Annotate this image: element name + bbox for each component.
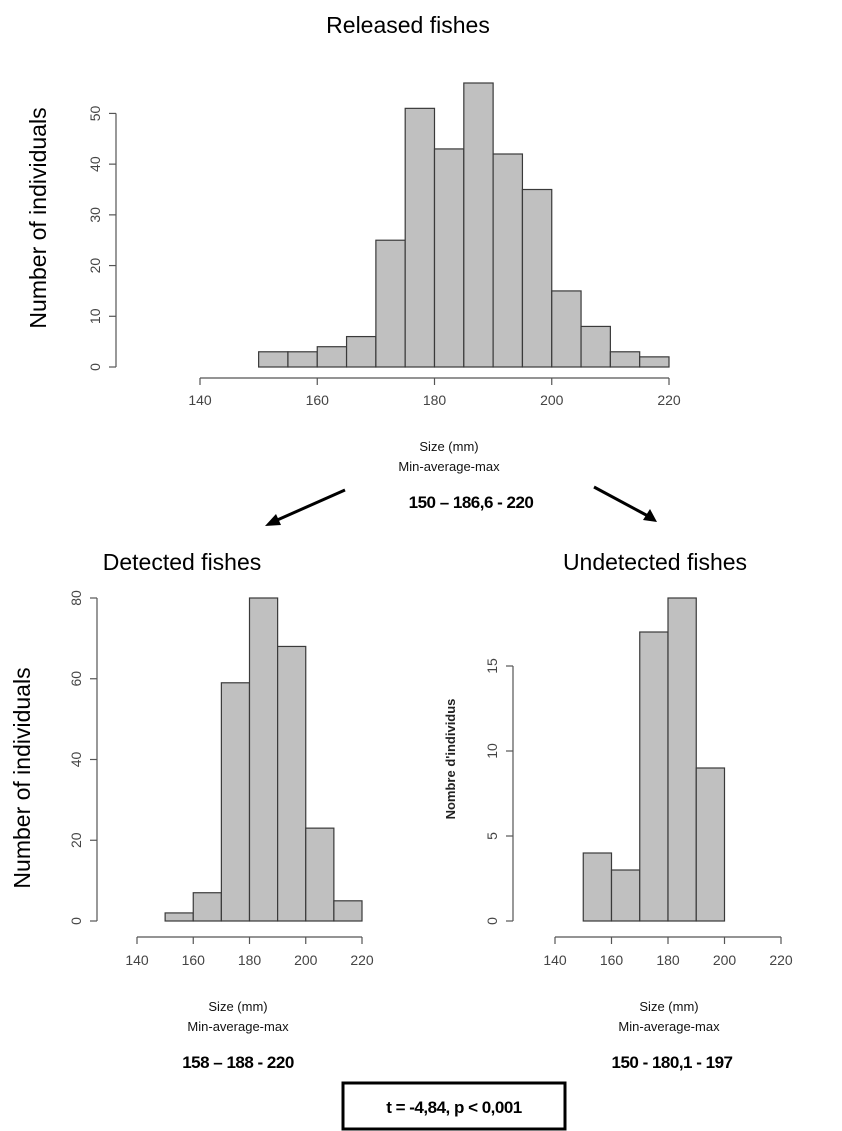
detected-ylabel: Number of individuals bbox=[9, 667, 35, 888]
released-bar bbox=[433, 148, 465, 368]
detected-x-tick-label: 180 bbox=[238, 952, 262, 968]
undetected-stats: 150 - 180,1 - 197 bbox=[612, 1053, 733, 1072]
released-bar bbox=[551, 290, 582, 368]
released-bar bbox=[316, 346, 348, 368]
undetected-y-tick-label: 15 bbox=[484, 658, 500, 674]
released-bar bbox=[463, 82, 494, 368]
released-x-tick-label: 140 bbox=[188, 392, 212, 408]
undetected-bar bbox=[639, 631, 669, 922]
released-histogram: Released fishes Number of individuals Si… bbox=[25, 12, 681, 512]
undetected-x-tick-label: 140 bbox=[543, 952, 567, 968]
detected-bar bbox=[305, 827, 335, 922]
released-bar bbox=[345, 335, 377, 368]
undetected-title: Undetected fishes bbox=[563, 549, 747, 575]
undetected-bar bbox=[610, 869, 641, 922]
released-y-tick-label: 40 bbox=[87, 156, 103, 172]
undetected-bar bbox=[582, 852, 613, 922]
released-bar bbox=[580, 325, 611, 368]
detected-y-tick-label: 40 bbox=[68, 752, 84, 768]
released-sublabel: Min-average-max bbox=[398, 459, 500, 474]
undetected-sublabel: Min-average-max bbox=[618, 1019, 720, 1034]
detected-y-tick-label: 0 bbox=[68, 917, 84, 925]
released-bar bbox=[404, 107, 436, 368]
detected-bar bbox=[220, 682, 251, 922]
undetected-x-tick-label: 160 bbox=[600, 952, 624, 968]
detected-title: Detected fishes bbox=[103, 549, 262, 575]
released-bar bbox=[609, 351, 641, 368]
detected-histogram: Detected fishes Number of individuals Si… bbox=[9, 549, 374, 1072]
detected-x-tick-label: 160 bbox=[182, 952, 206, 968]
detected-bar bbox=[248, 597, 279, 922]
detected-y-tick-label: 20 bbox=[68, 832, 84, 848]
released-y-tick-label: 10 bbox=[87, 308, 103, 324]
undetected-ylabel: Nombre d'individus bbox=[443, 699, 458, 820]
detected-bar bbox=[164, 912, 194, 922]
released-ylabel: Number of individuals bbox=[25, 107, 51, 328]
test-result-text: t = -4,84, p < 0,001 bbox=[386, 1098, 522, 1117]
released-y-tick-label: 30 bbox=[87, 207, 103, 223]
detected-bar bbox=[333, 900, 363, 922]
released-bar bbox=[639, 356, 670, 368]
undetected-x-tick-label: 180 bbox=[656, 952, 680, 968]
undetected-xlabel: Size (mm) bbox=[639, 999, 698, 1014]
released-title: Released fishes bbox=[326, 12, 490, 38]
released-x-tick-label: 180 bbox=[423, 392, 447, 408]
undetected-x-tick-label: 200 bbox=[713, 952, 737, 968]
arrow-to-detected bbox=[265, 488, 346, 526]
detected-sublabel: Min-average-max bbox=[187, 1019, 289, 1034]
released-stats: 150 – 186,6 - 220 bbox=[409, 493, 534, 512]
released-bar bbox=[287, 351, 318, 368]
detected-x-tick-label: 200 bbox=[294, 952, 318, 968]
released-bar bbox=[492, 153, 524, 368]
undetected-bar bbox=[695, 767, 726, 922]
released-x-tick-label: 200 bbox=[540, 392, 564, 408]
detected-bar bbox=[277, 645, 307, 922]
detected-stats: 158 – 188 - 220 bbox=[182, 1053, 294, 1072]
undetected-y-tick-label: 5 bbox=[484, 832, 500, 840]
test-result-box: t = -4,84, p < 0,001 bbox=[341, 1081, 567, 1131]
detected-x-tick-label: 140 bbox=[125, 952, 149, 968]
released-y-tick-label: 0 bbox=[87, 363, 103, 371]
released-x-tick-label: 160 bbox=[306, 392, 330, 408]
undetected-x-tick-label: 220 bbox=[769, 952, 793, 968]
undetected-histogram: Undetected fishes Nombre d'individus Siz… bbox=[443, 549, 793, 1072]
released-y-tick-label: 20 bbox=[87, 258, 103, 274]
detected-y-tick-label: 80 bbox=[68, 590, 84, 606]
released-x-tick-label: 220 bbox=[657, 392, 681, 408]
undetected-y-tick-label: 10 bbox=[484, 743, 500, 759]
released-y-tick-label: 50 bbox=[87, 105, 103, 121]
undetected-bar bbox=[667, 597, 697, 922]
detected-y-tick-label: 60 bbox=[68, 671, 84, 687]
undetected-y-tick-label: 0 bbox=[484, 917, 500, 925]
detected-xlabel: Size (mm) bbox=[208, 999, 267, 1014]
released-bar bbox=[258, 351, 289, 368]
released-xlabel: Size (mm) bbox=[419, 439, 478, 454]
detected-x-tick-label: 220 bbox=[350, 952, 374, 968]
detected-bar bbox=[192, 892, 222, 922]
arrow-to-undetected bbox=[593, 485, 657, 522]
released-bar bbox=[375, 239, 406, 368]
released-bar bbox=[521, 188, 553, 368]
